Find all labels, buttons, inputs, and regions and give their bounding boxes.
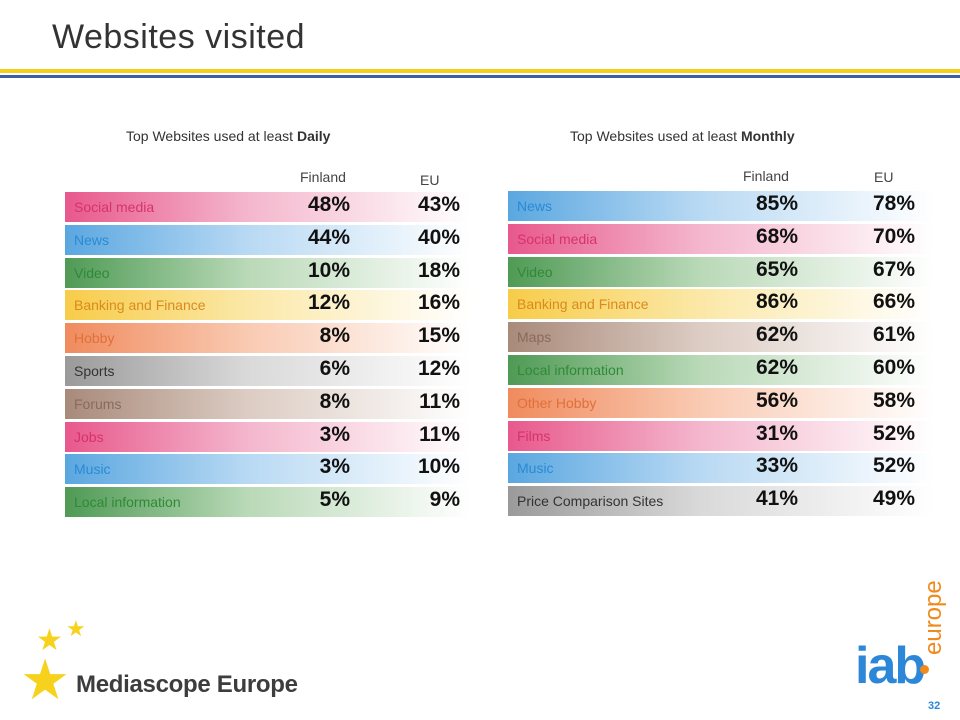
eu-value: 52% [872, 454, 915, 478]
table-row: Music [508, 453, 934, 484]
row-label: Forums [74, 395, 122, 412]
monthly-col-finland: Finland [743, 168, 789, 184]
finland-value: 68% [755, 224, 798, 248]
eu-value: 52% [872, 421, 915, 445]
row-label: Other Hobby [517, 394, 597, 411]
table-row: Social media [508, 223, 934, 254]
eu-value: 70% [872, 224, 915, 248]
finland-value: 12% [307, 291, 350, 315]
star-medium-icon: ★ [36, 624, 63, 657]
eu-value: 18% [417, 258, 460, 282]
row-label: Maps [517, 329, 552, 346]
table-row: Hobby [65, 323, 470, 354]
finland-value: 3% [319, 455, 350, 479]
header-rule-blue [0, 75, 960, 78]
row-label: Sports [74, 363, 115, 379]
row-label: Local information [74, 494, 181, 511]
finland-value: 62% [755, 323, 798, 347]
row-label: Music [517, 460, 554, 477]
eu-value: 10% [417, 455, 460, 479]
row-label: Social media [517, 230, 598, 247]
eu-value: 66% [872, 290, 915, 314]
row-label: Video [517, 263, 553, 280]
iab-logo-dot [920, 665, 929, 674]
table-row: Maps [508, 322, 934, 353]
eu-value: 9% [429, 488, 460, 512]
table-row: Sports [65, 356, 470, 386]
table-row: Social media [65, 192, 470, 222]
eu-value: 16% [417, 291, 460, 315]
finland-value: 33% [755, 454, 798, 478]
eu-value: 78% [872, 192, 915, 215]
row-label: Jobs [74, 428, 104, 445]
row-label: Films [517, 427, 551, 444]
table-row: Films [508, 420, 934, 451]
finland-value: 44% [307, 225, 350, 249]
eu-value: 61% [872, 323, 915, 347]
row-label: Social media [74, 199, 155, 215]
header-rule-yellow [0, 69, 960, 73]
row-label: Banking and Finance [517, 296, 649, 313]
star-large-icon: ★ [20, 648, 71, 711]
table-row: News [508, 191, 934, 221]
table-row: Banking and Finance [508, 289, 934, 320]
daily-col-finland: Finland [300, 169, 346, 185]
finland-value: 48% [307, 193, 350, 216]
row-label: Hobby [74, 330, 115, 347]
row-label: Price Comparison Sites [517, 493, 664, 510]
eu-value: 15% [417, 324, 460, 348]
eu-value: 60% [872, 356, 915, 379]
daily-subtitle: Top Websites used at least Daily [126, 128, 331, 144]
finland-value: 3% [319, 422, 350, 446]
finland-value: 85% [755, 192, 798, 215]
table-row: Video [65, 257, 470, 288]
table-row: Jobs [65, 421, 470, 452]
row-label: Banking and Finance [74, 297, 206, 314]
page-title: Websites visited [52, 18, 306, 56]
star-small-icon: ★ [66, 616, 86, 641]
iab-europe-text: europe [920, 580, 947, 655]
eu-value: 11% [419, 422, 460, 446]
eu-value: 58% [872, 388, 915, 412]
eu-value: 40% [417, 225, 460, 249]
table-row: Local information [508, 355, 934, 385]
eu-value: 49% [872, 487, 915, 511]
finland-value: 41% [755, 487, 798, 511]
finland-value: 6% [319, 357, 350, 380]
finland-value: 10% [307, 258, 350, 282]
table-row: Local information [65, 487, 470, 518]
mediascope-logo-text: Mediascope Europe [76, 671, 298, 698]
finland-value: 56% [755, 388, 798, 412]
daily-col-eu: EU [420, 172, 440, 188]
finland-value: 8% [319, 389, 350, 413]
finland-value: 5% [319, 488, 350, 512]
row-label: Local information [517, 362, 624, 378]
table-row: Price Comparison Sites [508, 486, 934, 517]
row-label: News [74, 231, 110, 248]
monthly-col-eu: EU [874, 169, 894, 185]
eu-value: 43% [417, 193, 460, 216]
iab-logo: iab [855, 637, 926, 695]
row-label: News [517, 198, 553, 214]
table-row: Other Hobby [508, 387, 934, 418]
monthly-subtitle: Top Websites used at least Monthly [570, 128, 795, 144]
eu-value: 67% [872, 257, 915, 281]
finland-value: 31% [755, 421, 798, 445]
finland-value: 86% [755, 290, 798, 314]
table-row: Banking and Finance [65, 290, 470, 321]
table-row: Music [65, 454, 470, 485]
page-number: 32 [928, 700, 941, 712]
finland-value: 62% [755, 356, 798, 379]
eu-value: 11% [419, 389, 460, 413]
row-label: Video [74, 264, 110, 281]
row-label: Music [74, 461, 111, 478]
table-row: Video [508, 256, 934, 287]
eu-value: 12% [417, 357, 460, 380]
finland-value: 65% [755, 257, 798, 281]
finland-value: 8% [319, 324, 350, 348]
table-row: Forums [65, 388, 470, 419]
table-row: News [65, 224, 470, 255]
